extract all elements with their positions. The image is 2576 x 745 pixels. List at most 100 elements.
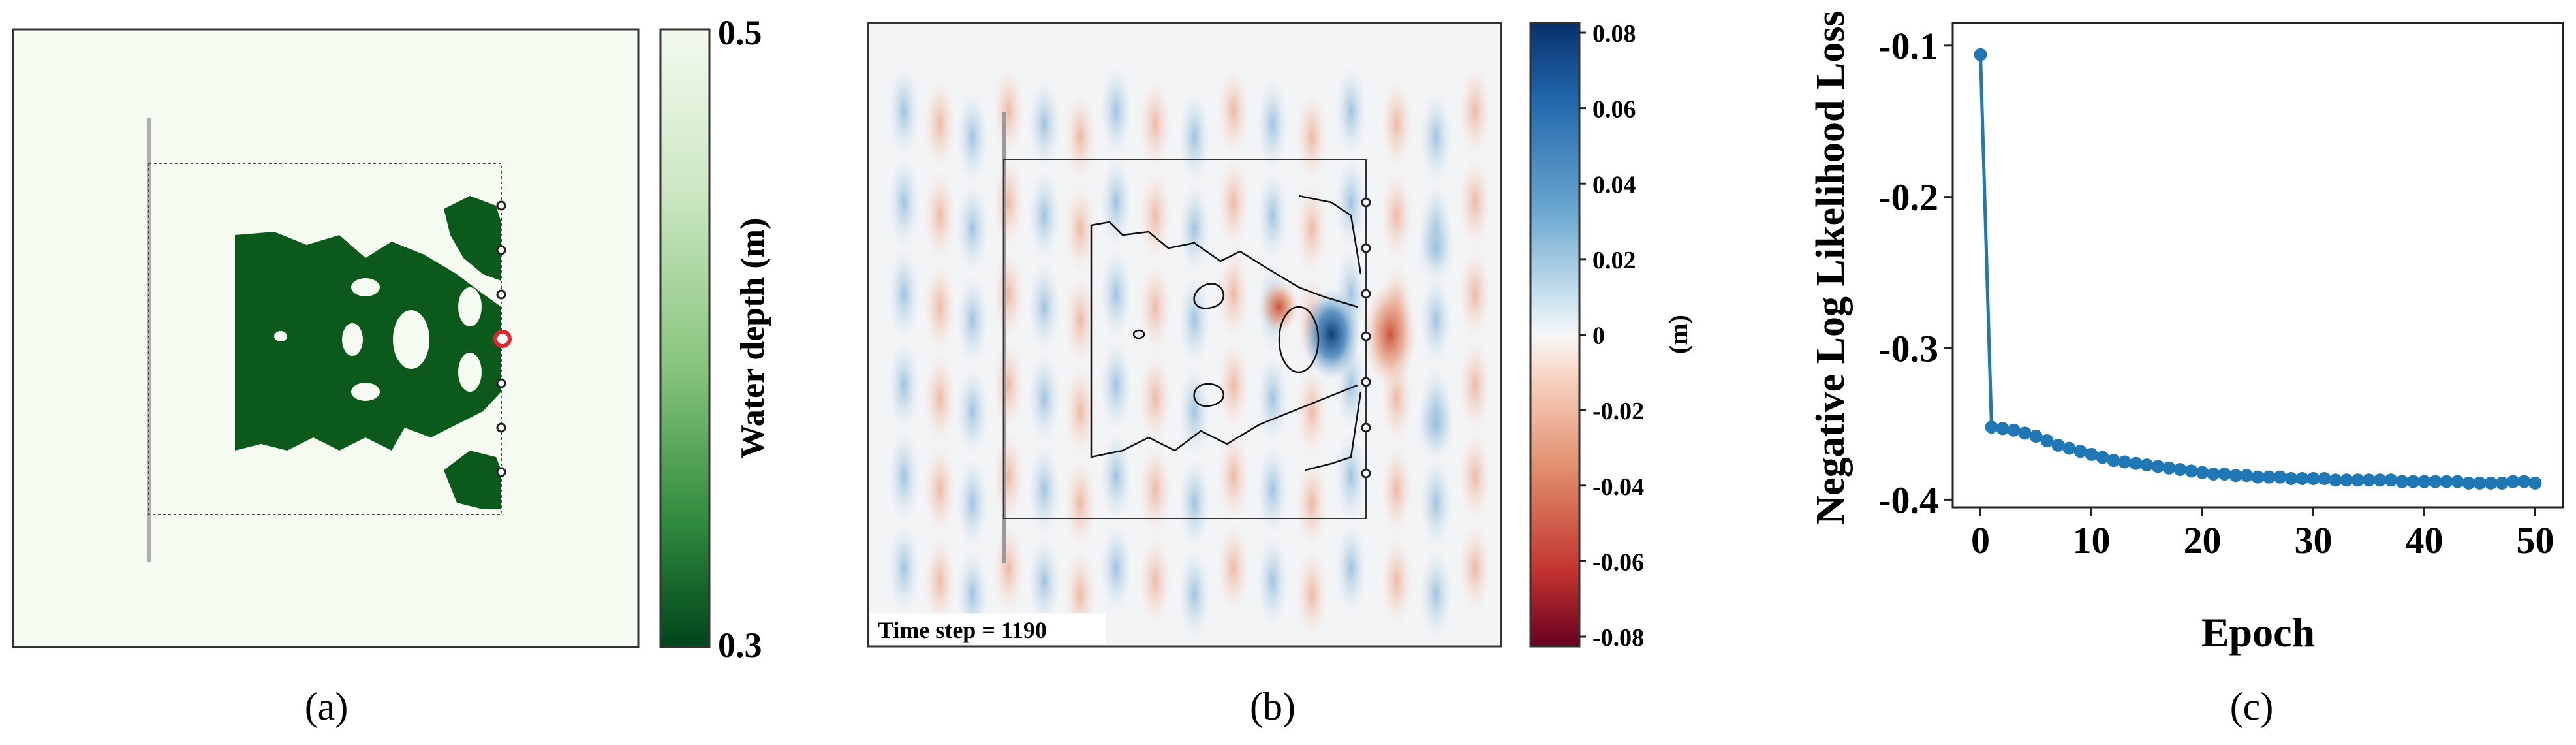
wave-band [1218, 248, 1249, 340]
data-point [2085, 447, 2098, 461]
wave-band [888, 248, 920, 340]
data-point [2273, 470, 2287, 484]
panel-c-label: (c) [2230, 685, 2274, 728]
wave-band [1416, 388, 1455, 460]
wave-band [1179, 274, 1210, 366]
wave-band [1257, 444, 1288, 535]
y-axis-label: Negative Log Likelihood Loss [1808, 10, 1853, 524]
wave-band [1179, 183, 1210, 274]
data-point [2129, 456, 2143, 470]
wave-band [957, 91, 988, 183]
wave-band [1459, 340, 1491, 431]
wave-band [1064, 183, 1096, 274]
colorbar-a-title: Water depth (m) [734, 218, 771, 459]
data-point [2162, 461, 2176, 475]
wave-band [1257, 170, 1288, 261]
wave-band [888, 65, 920, 157]
colorbar-b-tick-label: -0.08 [1592, 624, 1644, 652]
shoreline-contours [1090, 195, 1362, 471]
data-point [2262, 470, 2276, 484]
data-point [2118, 455, 2132, 469]
data-point [2073, 445, 2087, 458]
data-point [2473, 476, 2487, 490]
wave-band [1100, 340, 1132, 431]
colorbar-b-tick-label: 0.08 [1592, 20, 1636, 48]
plot-area-c [1951, 22, 2564, 509]
data-point [2240, 469, 2254, 483]
wave-band [1064, 457, 1096, 548]
wave-band [1218, 522, 1249, 614]
wave-band [924, 261, 955, 353]
wave-band [1100, 157, 1132, 248]
wave-band [1179, 457, 1210, 548]
wave-field [888, 65, 1491, 640]
data-point [2284, 471, 2298, 485]
data-point [2340, 473, 2353, 487]
wave-band [993, 522, 1024, 614]
data-point [2196, 466, 2209, 479]
panel-a-label: (a) [305, 685, 349, 728]
wave-band [1335, 522, 1367, 614]
data-point [2462, 476, 2475, 490]
wave-band [1029, 353, 1060, 444]
wave-band [1140, 78, 1171, 170]
wave-trough-red [1260, 281, 1299, 333]
data-point [2295, 471, 2309, 485]
wave-band [1064, 274, 1096, 366]
data-point [2107, 454, 2120, 468]
data-point [2351, 473, 2365, 487]
wave-band [993, 248, 1024, 340]
panel-b: Time step = 1190 0.08 0.06 0.04 0.02 0 -0.02 -… [867, 20, 1693, 728]
wave-band [1140, 353, 1171, 444]
wave-band [1218, 157, 1249, 248]
wave-band [957, 457, 988, 548]
wave-band [1100, 522, 1132, 614]
red-target-marker [493, 330, 512, 348]
wave-band [1029, 444, 1060, 535]
colorbar-b-ticks: 0.08 0.06 0.04 0.02 0 -0.02 -0.04 -0.06 -0.08 [1579, 20, 1644, 652]
wave-band [1064, 366, 1096, 457]
wave-band [1100, 65, 1132, 157]
timestep-box [870, 613, 1106, 644]
colorbar-b-tick-label: 0.02 [1592, 247, 1636, 274]
panel-c: -0.1 -0.2 -0.3 -0.4 0 10 20 30 40 50 Negative Lo… [1808, 10, 2564, 728]
wave-band [924, 353, 955, 444]
wave-band [1140, 170, 1171, 261]
wave-band [1140, 444, 1171, 535]
x-tick-label: 50 [2517, 519, 2554, 562]
wave-band [1420, 457, 1451, 548]
wave-band [1257, 78, 1288, 170]
wave-band [1420, 274, 1451, 366]
panel-a: 0.5 0.3 Water depth (m) (a) [12, 13, 771, 728]
data-point [2440, 475, 2453, 488]
wave-band [993, 431, 1024, 522]
wave-band [924, 535, 955, 627]
data-point [2184, 464, 2198, 478]
data-point [2051, 438, 2065, 452]
data-point [2417, 475, 2431, 488]
wave-peak-blue [1302, 289, 1361, 380]
gauge-points [496, 200, 506, 477]
wave-band [1296, 366, 1327, 457]
wave-band [993, 340, 1024, 431]
data-point [2495, 476, 2509, 490]
data-point [2395, 475, 2409, 488]
data-point [2096, 451, 2109, 464]
wave-band [888, 522, 920, 614]
y-tick-label: -0.3 [1878, 328, 1938, 370]
loss-points [1974, 48, 2542, 490]
wave-band [888, 157, 920, 248]
wave-band [1029, 170, 1060, 261]
data-point [2140, 458, 2154, 472]
data-point [2429, 475, 2442, 488]
wave-band [1459, 431, 1491, 522]
x-tick-label: 0 [1971, 519, 1990, 562]
wave-band [1416, 212, 1455, 284]
colorbar-b-tick-label: -0.06 [1592, 548, 1644, 576]
data-point [2484, 476, 2498, 490]
data-point [1985, 420, 1998, 434]
data-point [2151, 460, 2165, 473]
colorbar-b-tick-label: 0.06 [1592, 96, 1636, 123]
wave-band [1029, 78, 1060, 170]
data-point [2229, 469, 2242, 483]
